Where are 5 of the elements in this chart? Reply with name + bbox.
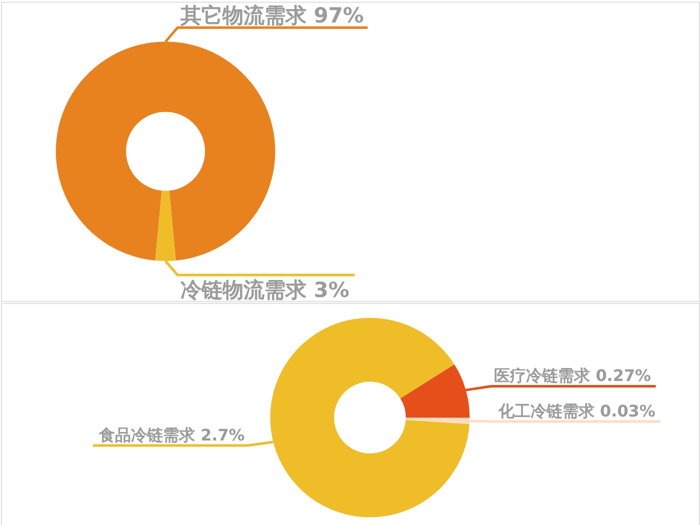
slice-label: 食品冷链需求 2.7% <box>98 425 245 444</box>
slice-label: 医疗冷链需求 0.27% <box>494 366 652 386</box>
slice-label: 其它物流需求 97% <box>179 4 364 28</box>
slice-label: 化工冷链需求 0.03% <box>498 402 656 421</box>
slice-label: 冷链物流需求 3% <box>180 278 350 302</box>
